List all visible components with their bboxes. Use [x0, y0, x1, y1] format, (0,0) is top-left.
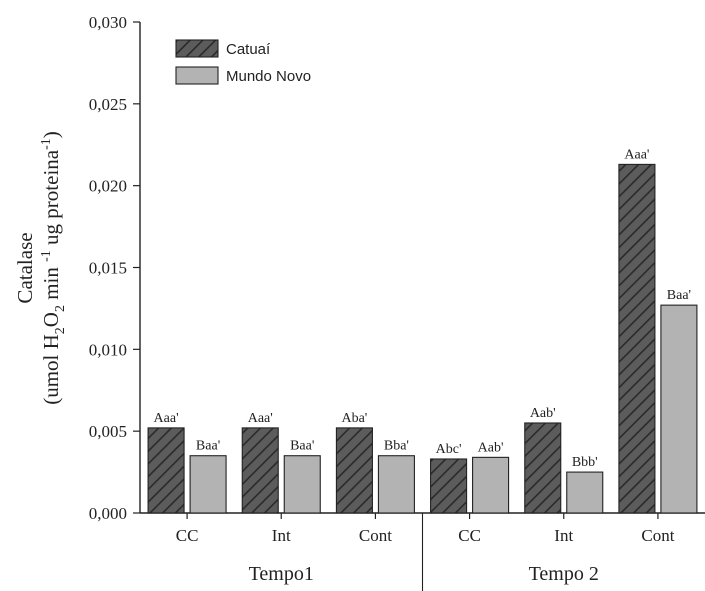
y-axis-title-part: -1 — [39, 138, 54, 150]
bar — [335, 427, 373, 514]
bar-label: Aab' — [478, 440, 504, 455]
x-tick-label: Int — [272, 526, 291, 545]
y-axis-title-line2: (umol H2O2 min -1 ug proteina-1) — [39, 131, 68, 405]
bar — [472, 456, 510, 514]
y-axis-title-part: 2 — [53, 327, 68, 334]
y-tick-label: 0,000 — [89, 504, 127, 523]
y-axis-title-part: 2 — [53, 305, 68, 312]
bar-label: Baa' — [667, 288, 691, 303]
y-axis-title-line1: Catalase — [13, 232, 37, 303]
bar — [524, 422, 562, 514]
y-axis-title: Catalase(umol H2O2 min -1 ug proteina-1) — [13, 131, 68, 405]
y-tick-label: 0,025 — [89, 95, 127, 114]
y-axis-title-part: O — [39, 312, 63, 327]
y-tick-label: 0,020 — [89, 177, 127, 196]
axes: 0,000 0,005 0,010 0,015 0,020 0,025 0,030 CC Int… — [89, 13, 705, 591]
bar-label: Abc' — [436, 442, 462, 457]
y-tick-label: 0,015 — [89, 259, 127, 278]
y-tick-label: 0,005 — [89, 422, 127, 441]
bar — [241, 427, 279, 514]
bar-label: Aab' — [530, 406, 556, 421]
x-tick-label: Cont — [641, 526, 674, 545]
legend-swatch — [175, 39, 219, 58]
y-axis-title-part: ug proteina — [39, 149, 63, 250]
bar — [430, 458, 468, 514]
y-axis-title-part: -1 — [39, 250, 54, 262]
y-tick-label: 0,010 — [89, 340, 127, 359]
group-label: Tempo 2 — [529, 563, 599, 585]
bars: Aaa' Aaa' Aba' Abc' Aab' Aaa' Baa' Baa' Bba' Aab'… — [147, 147, 698, 514]
x-tick-label: Cont — [359, 526, 392, 545]
bar — [377, 455, 415, 514]
x-tick-label: CC — [458, 526, 481, 545]
bar-label: Baa' — [196, 439, 220, 454]
bar-label: Aaa' — [624, 147, 649, 162]
bar — [618, 163, 656, 514]
bar-label: Aaa' — [248, 411, 273, 426]
bar — [566, 471, 604, 514]
legend-label: Catuaí — [226, 41, 271, 58]
x-tick-label: Int — [554, 526, 573, 545]
bar — [283, 455, 321, 514]
group-label: Tempo1 — [249, 563, 314, 585]
y-axis-title-part: ) — [39, 131, 63, 138]
legend: Catuaí Mundo Novo — [175, 39, 311, 85]
legend-swatch — [175, 66, 219, 85]
x-tick-label: CC — [176, 526, 199, 545]
bar — [189, 455, 227, 514]
bar-label: Aba' — [341, 411, 367, 426]
bar-label: Baa' — [290, 439, 314, 454]
bar-label: Bba' — [384, 439, 409, 454]
y-tick-label: 0,030 — [89, 13, 127, 32]
bar — [660, 304, 698, 514]
legend-label: Mundo Novo — [226, 68, 311, 85]
bar — [147, 427, 185, 514]
y-axis-title-part: (umol H — [39, 334, 63, 405]
y-axis-title-part: min — [39, 262, 63, 305]
bar-label: Bbb' — [572, 455, 598, 470]
bar-label: Aaa' — [154, 411, 179, 426]
